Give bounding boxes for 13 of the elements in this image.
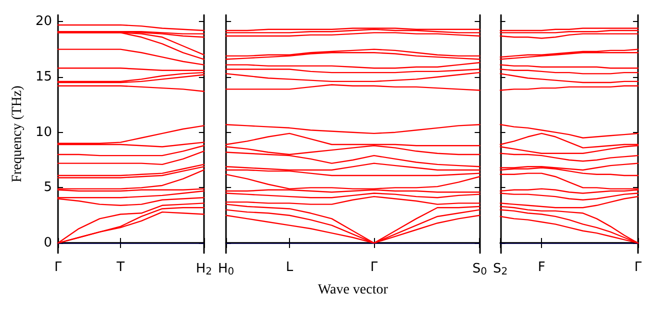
y-tick-label: 10 <box>35 124 52 140</box>
x-tick-label: L <box>286 260 294 275</box>
y-tick-label: 5 <box>44 180 52 196</box>
x-tick-label: Γ <box>634 260 642 275</box>
y-tick-label: 15 <box>35 69 52 84</box>
x-tick-label: Γ <box>54 260 62 275</box>
y-tick-label: 20 <box>35 14 52 30</box>
x-tick-label: Γ <box>370 260 378 275</box>
y-tick-label: 0 <box>44 236 52 251</box>
x-axis-title: Wave vector <box>318 282 388 298</box>
x-tick-label: F <box>538 260 546 275</box>
y-axis-title: Frequency (THz) <box>10 85 26 182</box>
x-tick-label: T <box>116 260 125 275</box>
